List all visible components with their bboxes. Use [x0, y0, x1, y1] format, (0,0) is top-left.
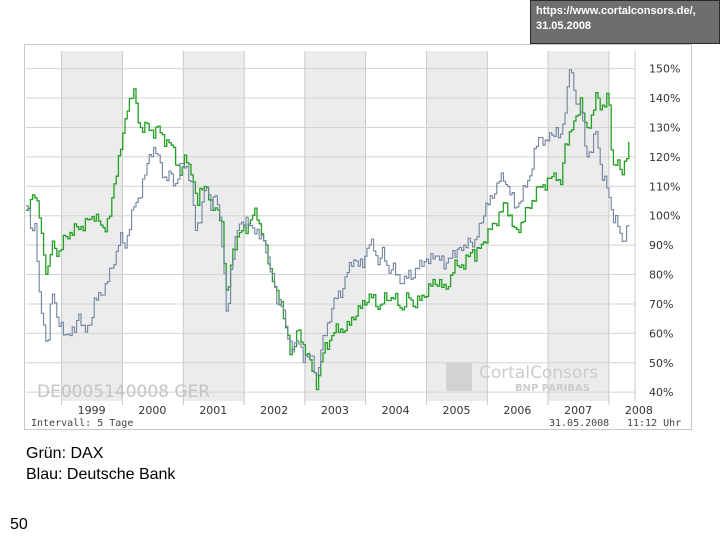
- x-tick-label: 2007: [564, 404, 592, 417]
- y-tick-label: 150%: [649, 63, 680, 76]
- y-tick-label: 40%: [649, 386, 673, 399]
- y-tick-label: 70%: [649, 298, 673, 311]
- logo-subtext: BNP PARIBAS: [515, 383, 590, 394]
- year-band-1999: [61, 51, 123, 401]
- logo-mark: [446, 363, 472, 391]
- y-tick-label: 80%: [649, 269, 673, 282]
- y-tick-label: 130%: [649, 121, 680, 134]
- series-line-blue: [26, 69, 630, 376]
- footer-time: 11:12 Uhr: [627, 418, 681, 429]
- page-number: 50: [10, 516, 28, 533]
- year-band-2007: [548, 51, 609, 401]
- year-band-2001: [183, 51, 245, 401]
- footer-date: 31.05.2008: [549, 418, 609, 429]
- caption-dax: Grün: DAX: [26, 445, 104, 462]
- y-tick-label: 60%: [649, 327, 673, 340]
- x-tick-label: 2003: [321, 404, 349, 417]
- year-band-2005: [426, 51, 488, 401]
- legend-caption: Grün: DAX Blau: Deutsche Bank: [26, 443, 175, 485]
- y-tick-label: 50%: [649, 357, 673, 370]
- caption-deutsche-bank: Blau: Deutsche Bank: [26, 466, 176, 483]
- x-tick-label: 2004: [382, 404, 410, 417]
- y-tick-label: 140%: [649, 92, 680, 105]
- x-tick-label: 2006: [503, 404, 531, 417]
- y-tick-label: 100%: [649, 210, 680, 223]
- y-tick-label: 120%: [649, 151, 680, 164]
- interval-label: Intervall: 5 Tage: [31, 418, 133, 429]
- x-tick-label: 2005: [443, 404, 471, 417]
- line-chart: 150% 140% 130% 120% 110% 100% 90% 80% 70% 60% 50% 4…: [26, 51, 681, 429]
- y-tick-label: 90%: [649, 239, 673, 252]
- chart-panel: 150% 140% 130% 120% 110% 100% 90% 80% 70% 60% 50% 4…: [24, 44, 692, 430]
- x-tick-label: 2008: [625, 404, 653, 417]
- y-tick-label: 110%: [649, 180, 680, 193]
- year-band-2003: [304, 51, 366, 401]
- x-tick-label: 1999: [78, 404, 106, 417]
- logo-text: CortalConsors: [479, 363, 598, 383]
- watermark-isin: DE0005140008 GER: [37, 382, 210, 402]
- x-tick-label: 2001: [199, 404, 227, 417]
- x-tick-label: 2000: [138, 404, 166, 417]
- series-line-green: [26, 88, 630, 391]
- x-tick-label: 2002: [260, 404, 288, 417]
- source-note: https://www.cortalconsors.de/, 31.05.200…: [530, 0, 720, 44]
